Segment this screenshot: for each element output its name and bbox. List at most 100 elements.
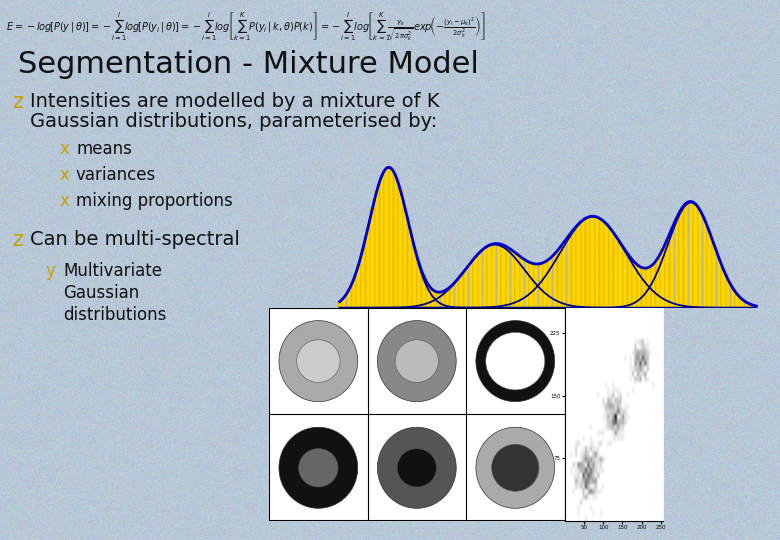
- Bar: [614, 236, 618, 308]
- Bar: [408, 228, 412, 308]
- Bar: [417, 264, 421, 308]
- Bar: [492, 244, 496, 308]
- Bar: [661, 249, 665, 308]
- Bar: [469, 262, 473, 308]
- Text: Gaussian: Gaussian: [63, 284, 140, 302]
- Bar: [488, 245, 491, 308]
- Bar: [745, 302, 749, 308]
- Bar: [642, 268, 646, 308]
- Bar: [539, 264, 543, 308]
- Bar: [703, 220, 707, 308]
- Text: distributions: distributions: [63, 306, 166, 324]
- Bar: [370, 208, 374, 308]
- Bar: [366, 228, 370, 308]
- Bar: [628, 256, 632, 308]
- Bar: [590, 217, 594, 308]
- Bar: [586, 217, 590, 308]
- Bar: [502, 245, 505, 308]
- Bar: [689, 201, 693, 308]
- Text: z: z: [12, 92, 23, 112]
- Text: $E = -log\!\left[P(y\,|\,\theta)\right] = -\!\sum_{i=1}^{I}\!log\!\left[P(y_i\,|: $E = -log\!\left[P(y\,|\,\theta)\right] …: [6, 10, 486, 43]
- Bar: [693, 204, 697, 308]
- Bar: [684, 203, 688, 308]
- Text: Intensities are modelled by a mixture of K: Intensities are modelled by a mixture of…: [30, 92, 439, 111]
- Bar: [656, 258, 660, 308]
- Text: Can be multi-spectral: Can be multi-spectral: [30, 230, 240, 249]
- Bar: [665, 239, 669, 308]
- Text: z: z: [12, 230, 23, 250]
- Bar: [459, 275, 463, 308]
- Text: x: x: [60, 192, 70, 210]
- Bar: [707, 232, 711, 308]
- Bar: [581, 220, 585, 308]
- Bar: [670, 228, 674, 308]
- Bar: [754, 306, 758, 308]
- Bar: [600, 220, 604, 308]
- Text: y: y: [45, 262, 55, 280]
- Bar: [604, 224, 608, 308]
- Ellipse shape: [296, 340, 340, 382]
- Text: means: means: [76, 140, 132, 158]
- Bar: [516, 254, 519, 308]
- Ellipse shape: [491, 444, 539, 491]
- Bar: [750, 305, 753, 308]
- Text: Multivariate: Multivariate: [63, 262, 162, 280]
- Bar: [497, 244, 501, 308]
- Bar: [633, 262, 636, 308]
- Bar: [361, 248, 365, 308]
- Bar: [478, 252, 482, 308]
- Bar: [679, 209, 683, 308]
- Text: Gaussian distributions, parameterised by:: Gaussian distributions, parameterised by…: [30, 112, 438, 131]
- Bar: [347, 289, 351, 308]
- Ellipse shape: [476, 321, 555, 402]
- Bar: [712, 245, 716, 308]
- Ellipse shape: [486, 332, 544, 390]
- Bar: [722, 269, 725, 308]
- Ellipse shape: [378, 427, 456, 508]
- Bar: [511, 251, 515, 308]
- Ellipse shape: [397, 449, 437, 487]
- Bar: [403, 209, 407, 308]
- Bar: [520, 258, 524, 308]
- Bar: [352, 279, 356, 308]
- Bar: [375, 190, 379, 308]
- Bar: [567, 235, 571, 308]
- Bar: [651, 264, 655, 308]
- Bar: [534, 264, 538, 308]
- Bar: [675, 218, 679, 308]
- Text: x: x: [60, 166, 70, 184]
- Bar: [464, 268, 468, 308]
- Bar: [450, 285, 454, 308]
- Ellipse shape: [299, 449, 338, 487]
- Bar: [394, 176, 398, 308]
- Ellipse shape: [378, 321, 456, 402]
- Bar: [413, 247, 417, 308]
- Bar: [455, 280, 459, 308]
- Ellipse shape: [476, 427, 555, 508]
- Bar: [356, 265, 360, 308]
- Bar: [385, 168, 388, 308]
- Bar: [544, 261, 548, 308]
- Bar: [525, 261, 529, 308]
- Bar: [431, 290, 435, 308]
- Bar: [609, 230, 613, 308]
- Ellipse shape: [395, 340, 438, 382]
- Bar: [619, 243, 622, 308]
- Ellipse shape: [279, 427, 358, 508]
- Bar: [441, 292, 445, 308]
- Bar: [717, 258, 721, 308]
- Bar: [637, 266, 641, 308]
- Bar: [422, 276, 426, 308]
- Ellipse shape: [279, 321, 358, 402]
- Bar: [558, 248, 562, 308]
- Bar: [473, 257, 477, 308]
- Text: variances: variances: [76, 166, 156, 184]
- Bar: [623, 250, 627, 308]
- Bar: [736, 295, 739, 308]
- Bar: [389, 168, 393, 308]
- Bar: [562, 241, 566, 308]
- Bar: [506, 248, 510, 308]
- Bar: [698, 210, 702, 308]
- Bar: [731, 288, 735, 308]
- Bar: [595, 217, 599, 308]
